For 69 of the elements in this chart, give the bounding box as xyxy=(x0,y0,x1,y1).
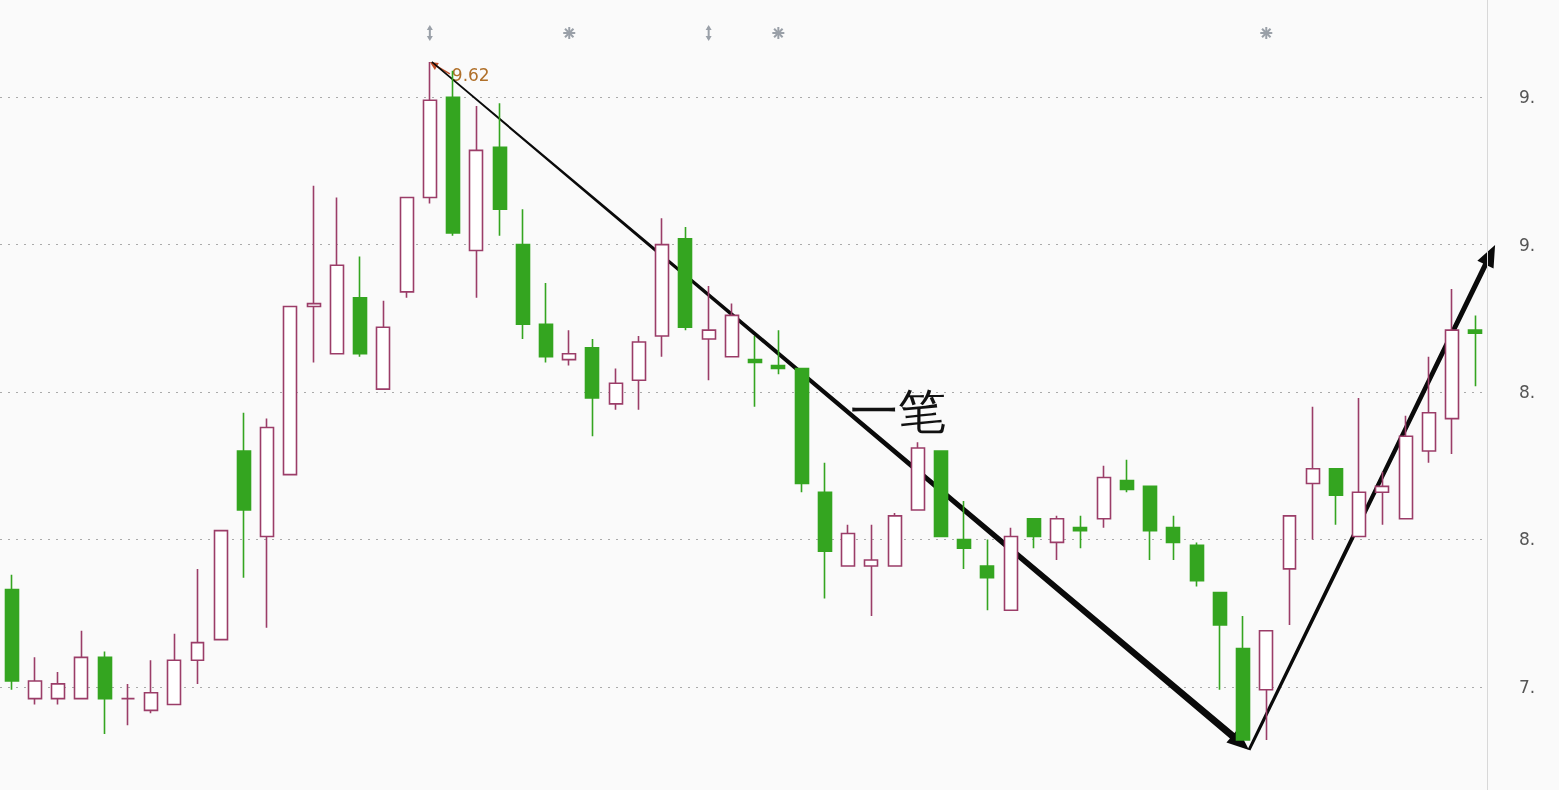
candlestick xyxy=(1049,515,1065,561)
candlestick xyxy=(863,523,879,617)
candlestick xyxy=(27,656,43,706)
candlestick xyxy=(701,285,717,382)
candlestick xyxy=(1444,288,1460,455)
candlestick xyxy=(1421,355,1437,464)
candlestick xyxy=(1398,414,1414,520)
candlestick xyxy=(1282,515,1297,626)
candlestick xyxy=(282,305,298,476)
candlestick xyxy=(1165,515,1181,561)
candlestick xyxy=(840,523,856,567)
candlestick xyxy=(956,500,972,570)
candlestick xyxy=(468,105,484,299)
candlestick xyxy=(933,450,949,538)
candlestick xyxy=(1235,615,1251,741)
candlestick xyxy=(1189,541,1205,588)
candlestick xyxy=(794,367,810,494)
candlestick xyxy=(375,299,391,390)
candlestick xyxy=(120,683,136,726)
candlestick xyxy=(259,417,275,629)
candlestick xyxy=(1328,467,1344,526)
candlestick xyxy=(1212,591,1228,691)
candlestick xyxy=(306,184,322,364)
y-tick-label: 8. xyxy=(1519,382,1536,403)
candlestick xyxy=(1119,459,1135,494)
candlestick xyxy=(352,255,368,358)
candlestick xyxy=(50,671,66,706)
candlestick xyxy=(887,512,903,567)
candlestick xyxy=(1096,464,1112,529)
candlestick xyxy=(4,574,20,691)
candlestick xyxy=(1351,397,1367,538)
candlestick xyxy=(213,529,229,641)
candlestick xyxy=(166,632,182,706)
candlestick xyxy=(1305,405,1321,541)
candlestick xyxy=(1467,314,1483,387)
y-tick-label: 9. xyxy=(1519,87,1536,108)
candlestick xyxy=(329,196,345,355)
candlestick xyxy=(236,411,252,579)
y-tick-label: 7. xyxy=(1519,676,1536,697)
annotation: 9.62 xyxy=(451,64,490,85)
candlestick xyxy=(1072,515,1088,550)
candlestick xyxy=(1003,526,1019,611)
candlestick xyxy=(654,217,670,358)
y-tick-label: 8. xyxy=(1519,529,1536,550)
candlestick xyxy=(190,568,205,685)
candlestick xyxy=(97,650,113,735)
candlestick xyxy=(677,226,693,331)
candlestick xyxy=(747,335,763,408)
candlestick xyxy=(492,102,508,237)
candlestick xyxy=(631,335,647,411)
candlestick xyxy=(538,282,554,364)
candlestick xyxy=(770,329,786,376)
candlestick xyxy=(1374,470,1390,526)
candlestick xyxy=(515,208,531,340)
candlestick xyxy=(608,367,624,411)
candlestick xyxy=(143,659,159,715)
candlestick xyxy=(399,196,415,299)
candlestick xyxy=(584,338,600,438)
annotation: 一笔 xyxy=(849,382,946,439)
y-tick-label: 9. xyxy=(1519,234,1536,255)
candlestick xyxy=(817,462,833,600)
candlestick xyxy=(724,302,740,358)
candlestick xyxy=(1142,485,1158,561)
candlestick xyxy=(1258,630,1274,741)
candlestick xyxy=(73,630,89,700)
candlestick xyxy=(1026,518,1042,550)
candlestick xyxy=(910,441,926,511)
candlestick xyxy=(979,538,995,611)
candlestick xyxy=(561,329,577,367)
